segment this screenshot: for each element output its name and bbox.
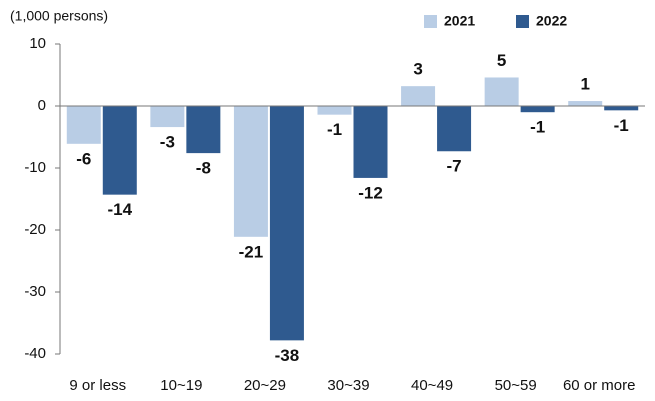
data-label: -3 <box>160 133 175 152</box>
data-label: 3 <box>413 60 422 79</box>
data-label: -14 <box>107 200 132 219</box>
x-tick-label: 40~49 <box>411 377 453 394</box>
data-label: -8 <box>196 159 211 178</box>
y-tick-label: -20 <box>24 221 46 238</box>
bar <box>186 106 221 154</box>
y-tick-label: -10 <box>24 159 46 176</box>
x-tick-label: 60 or more <box>563 377 636 394</box>
bar <box>568 101 603 106</box>
bar <box>233 106 268 237</box>
data-label: 1 <box>580 75 589 94</box>
x-tick-label: 10~19 <box>160 377 202 394</box>
bar <box>317 106 352 115</box>
bar <box>102 106 137 195</box>
y-tick-label: 10 <box>29 35 46 52</box>
data-label: -1 <box>327 120 342 139</box>
bar <box>484 77 519 106</box>
data-label: -6 <box>76 149 91 168</box>
x-tick-label: 30~39 <box>327 377 369 394</box>
legend-swatch <box>516 15 529 28</box>
data-label: -1 <box>614 116 629 135</box>
x-tick-label: 20~29 <box>244 377 286 394</box>
legend-label: 2021 <box>444 13 475 29</box>
legend-swatch <box>424 15 437 28</box>
data-label: -7 <box>447 157 462 176</box>
bar <box>269 106 304 341</box>
data-label: -1 <box>530 118 545 137</box>
y-tick-label: -30 <box>24 283 46 300</box>
bar <box>353 106 388 178</box>
bar <box>150 106 185 128</box>
legend-label: 2022 <box>536 13 567 29</box>
y-tick-label: 0 <box>38 97 46 114</box>
bar <box>66 106 101 144</box>
bar <box>437 106 472 152</box>
data-label: -38 <box>275 346 300 365</box>
x-tick-label: 50~59 <box>495 377 537 394</box>
data-label: -12 <box>358 183 383 202</box>
data-label: 5 <box>497 51 506 70</box>
bar <box>604 106 639 111</box>
y-axis-label: (1,000 persons) <box>10 8 108 24</box>
bar <box>401 86 436 106</box>
bar <box>520 106 555 113</box>
x-tick-label: 9 or less <box>69 377 126 394</box>
y-tick-label: -40 <box>24 345 46 362</box>
data-label: -21 <box>239 242 264 261</box>
